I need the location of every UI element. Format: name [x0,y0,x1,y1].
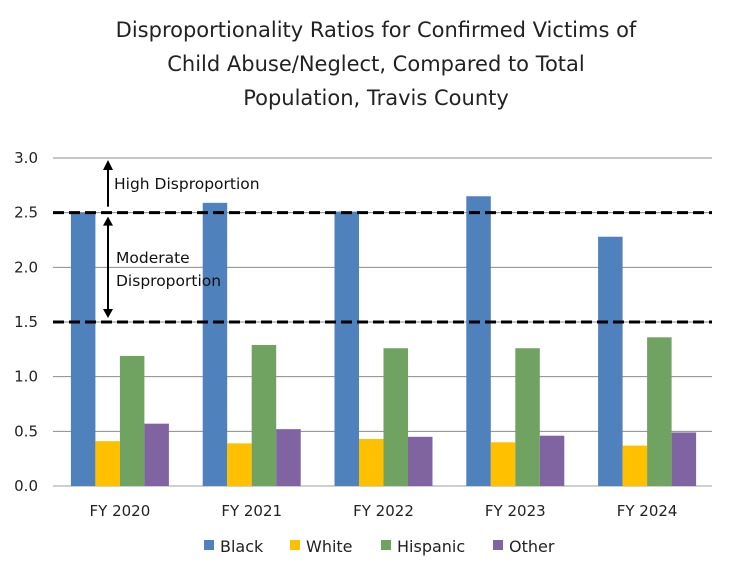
y-tick-label: 1.0 [14,368,38,386]
bar-hispanic-fy-2024 [647,337,672,486]
x-tick-label: FY 2024 [617,502,678,520]
x-axis-ticks: FY 2020 FY 2021 FY 2022 FY 2023 FY 2024 [90,502,678,520]
legend-item-black: Black [204,537,264,556]
legend-item-other: Other [493,537,555,556]
arrow-head-up [103,160,113,170]
legend-swatch [204,540,214,550]
legend-swatch [290,540,300,550]
bar-black-fy-2023 [466,196,491,486]
legend: Black White Hispanic Other [204,537,555,556]
bar-other-fy-2021 [276,429,301,486]
bar-white-fy-2024 [622,445,648,486]
bar-hispanic-fy-2020 [119,355,145,486]
bar-black-fy-2020 [70,212,96,486]
bar-black-fy-2024 [598,236,623,486]
bar-other-fy-2020 [144,423,169,486]
bar-black-fy-2022 [334,211,359,486]
bar-hispanic-fy-2023 [515,348,540,486]
arrow-head-down [103,309,113,318]
bar-white-fy-2022 [359,438,384,486]
chart-title-line-3: Population, Travis County [243,86,509,110]
bar-other-fy-2022 [408,436,433,486]
annotations: High Disproportion Moderate Disproportion [103,160,260,318]
annotation-arrow [103,216,113,318]
annotation-label: High Disproportion [114,175,260,193]
y-tick-label: 0.0 [14,477,38,495]
y-tick-label: 2.5 [14,204,38,222]
bar-black-fy-2021 [202,202,228,486]
legend-label: Black [220,537,264,556]
y-tick-label: 2.0 [14,258,38,276]
y-tick-label: 3.0 [14,149,38,167]
reference-lines [53,211,712,324]
legend-item-white: White [290,537,353,556]
bar-hispanic-fy-2021 [251,344,277,486]
legend-label: Other [509,537,555,556]
bar-white-fy-2021 [227,443,252,486]
bar-white-fy-2020 [95,441,120,486]
y-tick-label: 0.5 [14,422,38,440]
legend-label: Hispanic [397,537,465,556]
chart-title: Disproportionality Ratios for Confirmed … [116,18,637,110]
annotation-label: Disproportion [116,272,221,290]
y-axis-ticks: 0.0 0.5 1.0 1.5 2.0 2.5 3.0 [14,149,38,495]
legend-item-hispanic: Hispanic [381,537,465,556]
bar-hispanic-fy-2022 [383,348,408,486]
bar-white-fy-2023 [490,442,516,486]
annotation-arrow [103,160,113,207]
annotation-label: Moderate [116,249,190,267]
chart-title-line-1: Disproportionality Ratios for Confirmed … [116,18,637,42]
arrow-head-up [103,216,113,226]
x-tick-label: FY 2021 [221,502,282,520]
legend-swatch [493,540,503,550]
legend-label: White [306,537,353,556]
y-tick-label: 1.5 [14,313,38,331]
x-tick-label: FY 2023 [485,502,546,520]
x-tick-label: FY 2022 [353,502,414,520]
bar-other-fy-2023 [539,435,565,486]
bar-other-fy-2024 [671,432,697,486]
bars [70,196,697,486]
x-tick-label: FY 2020 [90,502,151,520]
chart-title-line-2: Child Abuse/Neglect, Compared to Total [167,52,585,76]
legend-swatch [381,540,391,550]
